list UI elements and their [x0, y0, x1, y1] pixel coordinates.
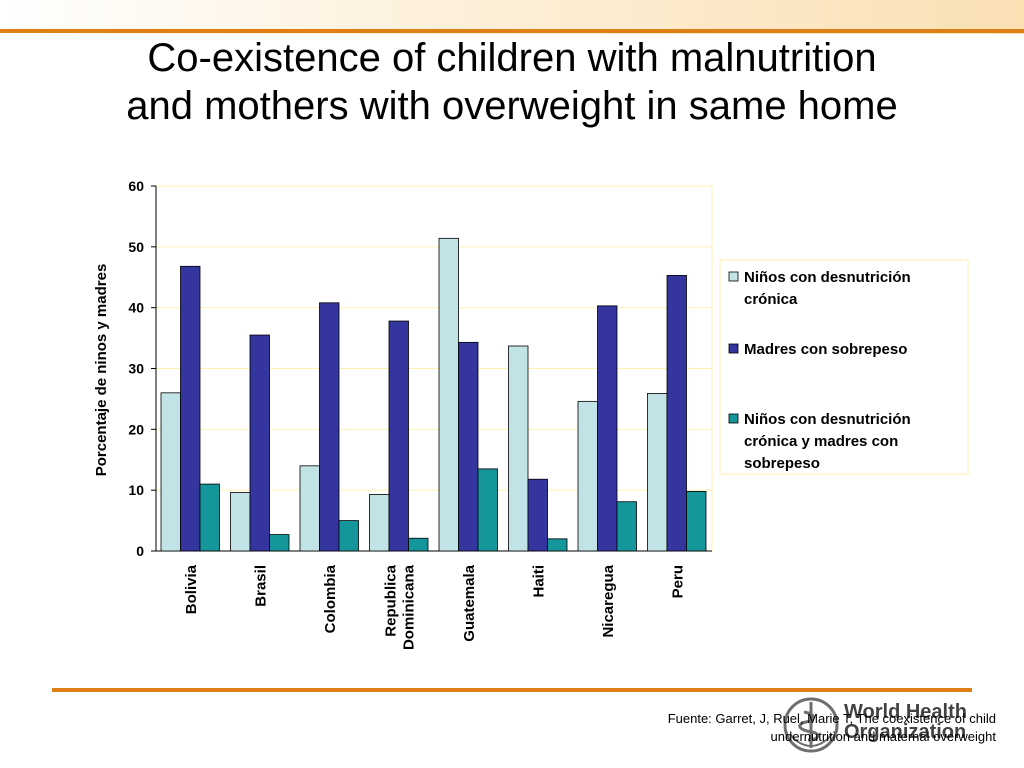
who-name: World Health Organization — [844, 702, 967, 742]
title-line-1: Co-existence of children with malnutriti… — [147, 36, 877, 80]
legend — [719, 259, 969, 475]
bar-3 — [199, 483, 220, 552]
logo-line-1: World Health — [844, 701, 967, 723]
legend-swatch — [728, 343, 739, 354]
bar-1 — [438, 237, 459, 552]
x-tick-label: Brasil — [252, 565, 269, 607]
bar-1 — [230, 492, 251, 552]
bar-2 — [666, 275, 687, 552]
x-tick-label: Guatemala — [461, 564, 478, 641]
x-tick-label: Haiti — [530, 565, 547, 598]
x-tick-label: Peru — [669, 565, 686, 598]
bar-3 — [686, 490, 707, 552]
y-tick-label: 20 — [128, 421, 144, 437]
y-tick-label: 10 — [128, 482, 144, 498]
x-tick-label: Dominicana — [400, 564, 417, 650]
who-logo: World Health Organization — [782, 694, 982, 756]
bar-3 — [616, 501, 637, 552]
bar-1 — [160, 392, 181, 552]
bar-1 — [299, 465, 320, 552]
source-note: Fuente: Garret, J, Ruel, Marie T, The co… — [516, 710, 996, 746]
bar-2 — [180, 265, 201, 552]
who-emblem-icon — [783, 697, 839, 753]
bottom-divider — [52, 688, 972, 692]
bar-1 — [647, 393, 668, 552]
x-tick-label: Republica — [382, 564, 399, 636]
y-tick-label: 60 — [128, 178, 144, 194]
top-divider — [0, 29, 1024, 33]
logo-line-2: Organization — [844, 721, 967, 743]
bar-3 — [477, 468, 498, 552]
y-axis-label: Porcentaje de ninos y madres — [93, 264, 110, 477]
source-line-1: Fuente: Garret, J, Ruel, Marie T, The co… — [667, 711, 996, 726]
legend-label: Niños con desnutrición crónica y madres c… — [744, 411, 911, 472]
bar-1 — [369, 494, 390, 552]
bar-2 — [527, 478, 548, 552]
slide-title: Co-existence of children with malnutriti… — [0, 34, 1024, 130]
y-tick-label: 0 — [136, 543, 144, 559]
bar-2 — [388, 320, 409, 552]
bar-2 — [458, 341, 479, 552]
bar-1 — [508, 345, 529, 552]
source-line-2: undernutrition and maternal overweight — [770, 729, 996, 744]
x-tick-label: Colombia — [322, 564, 339, 633]
bar-3 — [269, 534, 290, 552]
bar-2 — [319, 302, 340, 552]
bar-2 — [597, 305, 618, 552]
y-tick-label: 30 — [128, 361, 144, 377]
bar-2 — [249, 334, 270, 552]
top-decoration-bar — [0, 0, 1024, 34]
x-tick-label: Nicaregua — [600, 564, 617, 637]
bar-1 — [577, 400, 598, 552]
legend-label: Madres con sobrepeso — [744, 341, 907, 358]
y-tick-label: 40 — [128, 300, 144, 316]
bar-3 — [408, 537, 429, 552]
bar-3 — [338, 520, 359, 552]
title-line-2: and mothers with overweight in same home — [126, 84, 898, 128]
legend-label: Niños con desnutrición crónica — [744, 269, 911, 308]
x-tick-label: Bolivia — [183, 564, 200, 614]
legend-swatch — [728, 413, 739, 424]
legend-swatch — [728, 271, 739, 282]
bar-3 — [547, 538, 568, 552]
y-tick-label: 50 — [128, 239, 144, 255]
